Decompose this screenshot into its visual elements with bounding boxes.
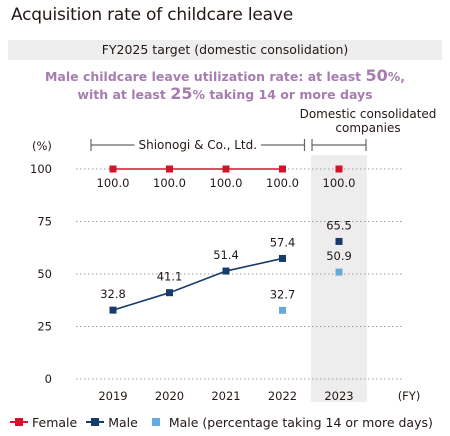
y-tick-label: 100 [30,162,52,176]
series-line-male [112,257,283,311]
group-label-shionogi: Shionogi & Co., Ltd. [138,138,257,152]
y-tick-label: 25 [37,320,52,334]
group-label-domestic-line-1: Domestic consolidated [300,107,437,121]
target-title: FY2025 target (domestic consolidation) [101,42,349,57]
data-label-female: 100.0 [97,176,130,190]
y-tick-label: 0 [45,372,52,386]
point-male [222,267,230,275]
point-male [109,306,117,314]
y-tick-label: 50 [37,267,52,281]
data-label-male: 32.8 [100,287,126,301]
data-label-male: 57.4 [270,235,296,249]
target-banner: FY2025 target (domestic consolidation) [8,40,442,60]
point-male14 [335,268,343,276]
goal-line-2-value: 25 [170,84,193,103]
point-male [335,237,343,245]
chart-legend: Female Male Male (percentage taking 14 o… [10,414,442,430]
point-male [166,289,173,297]
y-tick-label: 75 [37,215,52,229]
page-title: Acquisition rate of childcare leave [11,5,293,25]
point-female [166,165,173,173]
data-label-male: 65.5 [326,218,352,232]
legend-marker-male-14-days [147,417,165,427]
legend-label-male: Male [108,414,138,430]
goal-line-2-text: with at least [77,87,171,102]
data-label-female: 100.0 [153,176,186,190]
legend-item-male: Male [86,415,138,430]
data-label-male14: 32.7 [270,287,296,301]
point-female [222,165,230,173]
x-tick-label: 2023 [324,389,353,403]
target-goal-line-2: with at least 25% taking 14 or more days [8,84,442,103]
point-female [335,165,343,173]
x-tick-label: 2022 [268,389,297,403]
data-label-male: 51.4 [213,248,239,262]
highlight-band [311,155,367,402]
data-label-male14: 50.9 [326,249,352,263]
point-female [279,165,286,173]
x-axis-unit: (FY) [398,389,421,403]
data-label-female: 100.0 [210,176,243,190]
data-label-female: 100.0 [266,176,299,190]
group-label-shionogi-background [134,138,262,152]
target-goal-line-1: Male childcare leave utilization rate: a… [8,66,442,85]
goal-line-2-suffix: % taking 14 or more days [192,87,373,102]
x-tick-label: 2019 [98,389,127,403]
data-label-female: 100.0 [323,176,356,190]
legend-label-female: Female [32,414,78,430]
point-female [109,165,117,173]
goal-line-1-text: Male childcare leave utilization rate: a… [44,69,366,84]
group-label-domestic-line-2: companies [335,121,400,135]
legend-label-male-14-days: Male (percentage taking 14 or more days) [168,414,433,430]
legend-item-male-14-days: Male (percentage taking 14 or more days) [147,415,433,430]
data-label-male: 41.1 [157,270,183,284]
legend-marker-female [10,417,28,427]
point-male [279,254,286,262]
point-male14 [279,306,286,314]
y-axis-unit: (%) [32,139,52,153]
x-tick-label: 2020 [155,389,184,403]
goal-line-1-value: 50 [365,66,388,85]
legend-marker-male [86,417,105,427]
legend-item-female: Female [10,415,77,430]
x-tick-label: 2021 [211,389,240,403]
goal-line-1-suffix: %, [387,69,406,84]
